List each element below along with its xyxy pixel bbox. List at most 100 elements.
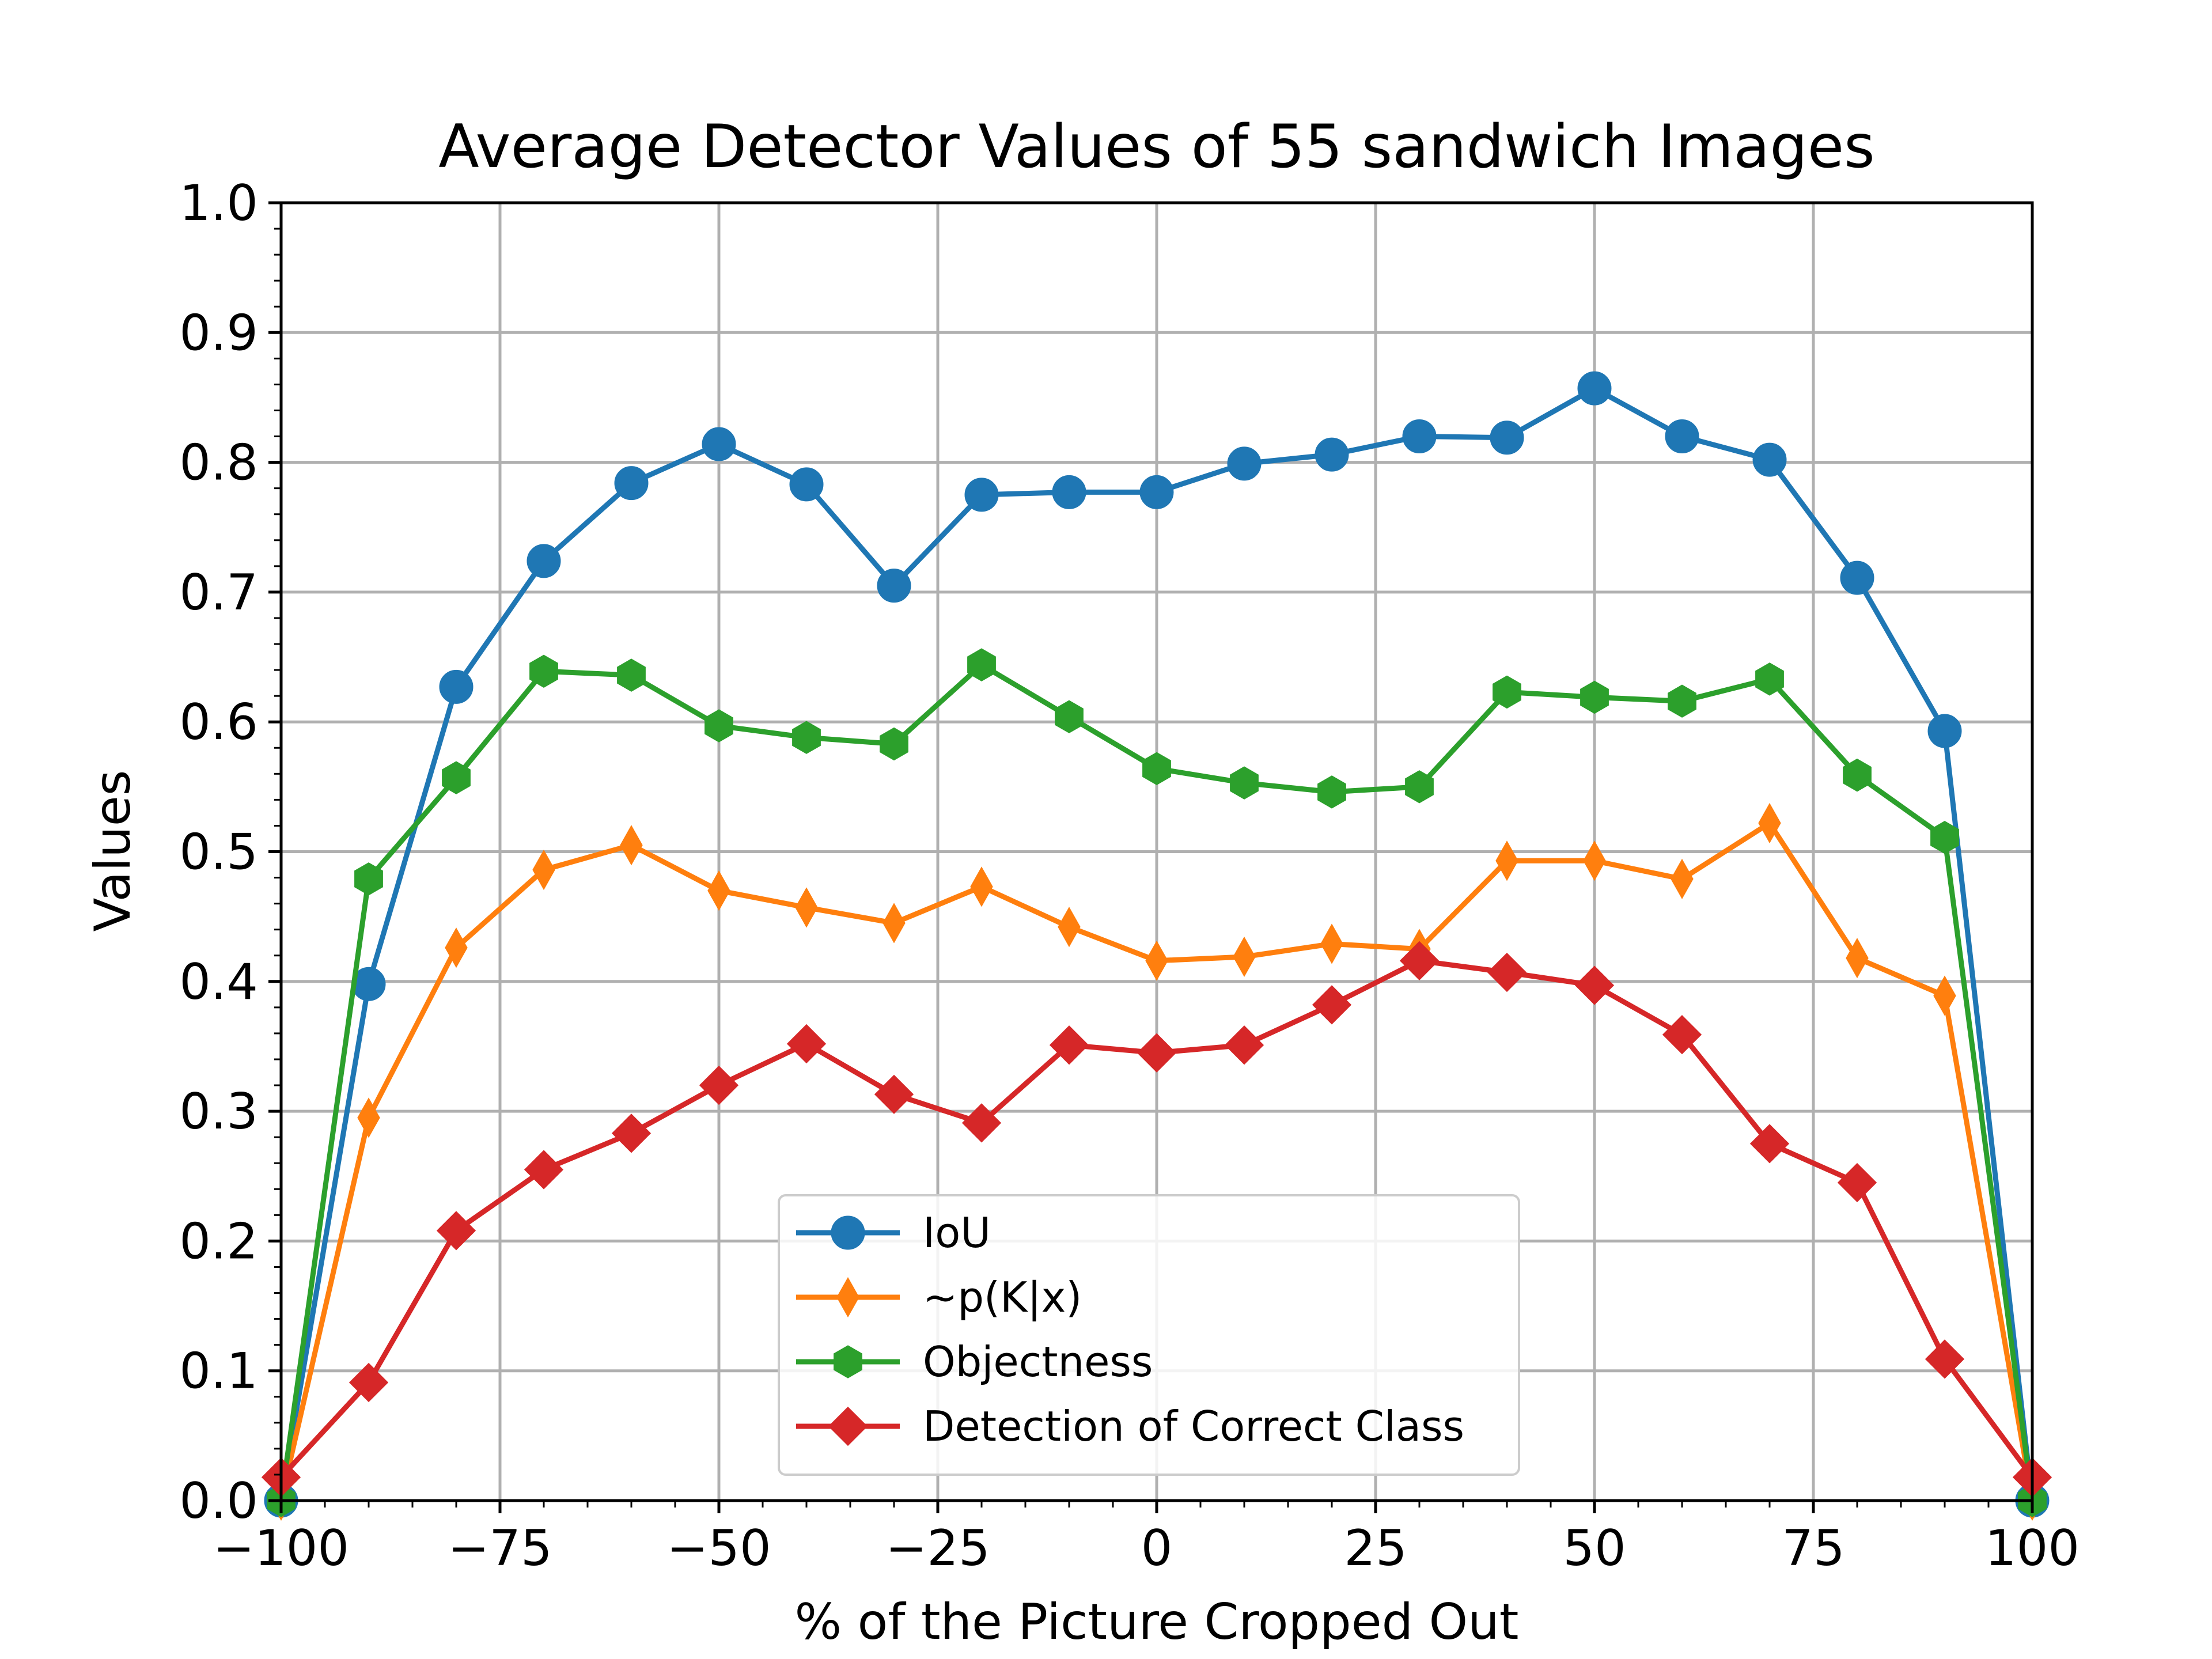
data-point: [611, 1113, 652, 1153]
data-point: [1233, 936, 1256, 978]
legend-item: ~p(K|x): [796, 1273, 1082, 1322]
data-point: [1843, 758, 1872, 792]
data-point: [1580, 680, 1609, 714]
data-point: [707, 870, 730, 911]
data-point: [1227, 446, 1262, 481]
data-point: [527, 544, 561, 578]
data-point: [1145, 940, 1168, 981]
data-point: [617, 658, 646, 692]
series-group: [261, 371, 2052, 1521]
data-point: [1574, 965, 1615, 1005]
y-tick-label: 0.1: [179, 1343, 258, 1400]
data-point: [1137, 1033, 1177, 1073]
y-tick-label: 0.4: [179, 953, 258, 1011]
data-point: [442, 761, 471, 794]
data-point: [1052, 475, 1086, 509]
legend-marker: [836, 1277, 859, 1318]
data-point: [1583, 840, 1606, 881]
data-point: [1317, 775, 1346, 809]
data-point: [1840, 560, 1874, 595]
data-point: [970, 866, 993, 907]
legend-marker: [834, 1345, 862, 1378]
data-point: [1662, 1015, 1702, 1055]
data-point: [1139, 475, 1174, 509]
axes: −100 −75 −50 −25 0 25 50 75 100 0.0 0.1 0.2 0.3 0.4 0.…: [179, 175, 2080, 1577]
data-point: [1058, 907, 1081, 948]
data-point: [445, 927, 468, 968]
data-point: [1399, 941, 1440, 980]
data-point: [1312, 985, 1352, 1025]
y-axis-label: Values: [84, 770, 142, 932]
data-point: [524, 1150, 564, 1190]
data-point: [699, 1065, 739, 1105]
data-point: [1142, 752, 1171, 786]
data-point: [1927, 714, 1962, 748]
data-point: [1049, 1025, 1089, 1065]
data-point: [704, 709, 733, 743]
data-point: [436, 1211, 476, 1251]
y-tick-label: 0.7: [179, 564, 258, 622]
data-point: [1925, 1339, 1965, 1379]
data-point: [1665, 419, 1699, 454]
data-point: [532, 849, 555, 891]
data-point: [1837, 1162, 1877, 1203]
data-point: [792, 721, 821, 754]
data-point: [882, 903, 906, 944]
x-tick-label: 0: [1141, 1520, 1173, 1577]
data-point: [1402, 419, 1437, 454]
data-point: [702, 427, 736, 461]
chart-title: Average Detector Values of 55 sandwich I…: [438, 112, 1875, 181]
data-point: [1755, 662, 1784, 696]
data-point: [354, 862, 383, 896]
legend-item: IoU: [796, 1209, 991, 1257]
y-tick-label: 0.8: [179, 434, 258, 492]
data-point: [795, 887, 818, 928]
x-tick-label: 25: [1344, 1520, 1407, 1577]
x-tick-label: 50: [1563, 1520, 1626, 1577]
data-point: [1487, 952, 1527, 993]
data-point: [1752, 442, 1787, 477]
y-tick-label: 0.9: [179, 304, 258, 362]
x-tick-label: −75: [448, 1520, 552, 1577]
data-point: [1846, 938, 1869, 979]
data-point: [349, 1362, 389, 1403]
data-point: [1577, 371, 1612, 406]
data-point: [789, 467, 824, 502]
legend-box: [778, 1194, 1520, 1476]
data-point: [357, 1097, 380, 1138]
data-point: [967, 648, 996, 681]
data-point: [1490, 421, 1524, 455]
legend-label: IoU: [923, 1209, 991, 1257]
legend: IoU ~p(K|x) Objectness Detection of Correct…: [778, 1194, 1520, 1476]
data-point: [439, 669, 474, 704]
y-tick-label: 0.3: [179, 1083, 258, 1141]
data-point: [964, 478, 999, 512]
data-point: [1933, 975, 1956, 1016]
data-point: [1930, 820, 1959, 854]
legend-label: ~p(K|x): [923, 1273, 1082, 1322]
data-point: [529, 654, 558, 688]
x-tick-label: 75: [1782, 1520, 1844, 1577]
data-point: [1758, 802, 1781, 843]
y-tick-label: 0.5: [179, 824, 258, 881]
legend-label: Detection of Correct Class: [923, 1402, 1464, 1450]
series-3: [261, 941, 2052, 1497]
legend-marker: [831, 1215, 865, 1250]
x-tick-label: −100: [213, 1520, 349, 1577]
data-point: [1405, 770, 1434, 804]
data-point: [1230, 766, 1259, 800]
legend-item: Detection of Correct Class: [796, 1402, 1464, 1450]
x-axis-label: % of the Picture Cropped Out: [795, 1593, 1519, 1651]
x-tick-label: −25: [885, 1520, 990, 1577]
data-point: [1749, 1124, 1790, 1164]
data-point: [880, 727, 908, 761]
data-point: [961, 1103, 1002, 1143]
legend-marker: [828, 1406, 868, 1446]
data-point: [874, 1074, 914, 1114]
legend-label: Objectness: [923, 1338, 1153, 1386]
data-point: [1320, 923, 1343, 964]
data-point: [1315, 437, 1349, 472]
data-point: [1671, 858, 1694, 899]
